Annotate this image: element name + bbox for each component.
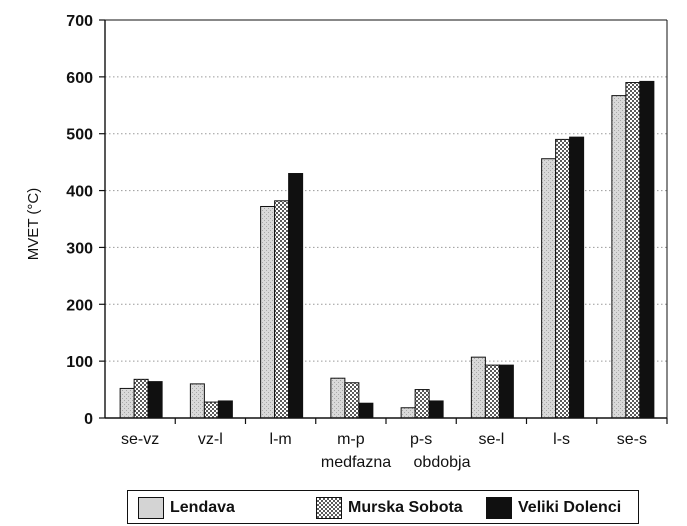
x-axis-label-line2: obdobja [414, 454, 471, 471]
x-tick-label-l-m: l-m [270, 431, 292, 448]
x-tick-label-se-s: se-s [617, 431, 647, 448]
x-tick-label-vz-l: vz-l [198, 431, 223, 448]
legend-item-murska-sobota: Murska Sobota [316, 497, 463, 519]
bar-lendava-p-s [400, 407, 416, 419]
y-tick-label-400: 400 [66, 184, 93, 201]
y-tick-label-0: 0 [84, 411, 93, 428]
y-tick-label-500: 500 [66, 127, 93, 144]
bar-lendava-se-s [611, 95, 627, 419]
bar-murska-sobota-vz-l [203, 401, 219, 419]
bar-veliki-dolenci-se-l [498, 364, 514, 419]
legend-swatch-lendava [138, 497, 164, 519]
bar-lendava-l-m [260, 205, 276, 419]
legend-item-lendava: Lendava [138, 497, 235, 519]
x-tick-label-se-l: se-l [478, 431, 504, 448]
y-tick-labels: 0 100 200 300 400 500 600 700 [66, 13, 93, 428]
y-tick-label-600: 600 [66, 70, 93, 87]
legend-label-veliki-dolenci: Veliki Dolenci [518, 499, 622, 516]
x-tick-label-p-s: p-s [410, 431, 432, 448]
bar-veliki-dolenci-se-s [639, 80, 655, 419]
bar-murska-sobota-p-s [414, 389, 430, 419]
bars [119, 80, 655, 419]
bar-murska-sobota-se-s [625, 82, 641, 419]
y-tick-label-100: 100 [66, 354, 93, 371]
bar-lendava-se-vz [119, 387, 135, 419]
x-tick-label-se-vz: se-vz [121, 431, 159, 448]
bar-lendava-l-s [541, 158, 557, 419]
y-tick-label-200: 200 [66, 297, 93, 314]
legend-label-murska-sobota: Murska Sobota [348, 499, 463, 516]
legend: Lendava Murska Sobota Veliki Dolenci [127, 490, 639, 524]
legend-item-veliki-dolenci: Veliki Dolenci [486, 497, 621, 519]
x-axis-label-line1: medfazna [321, 454, 391, 471]
bar-lendava-vz-l [189, 383, 205, 419]
bar-murska-sobota-m-p [344, 382, 360, 419]
bar-veliki-dolenci-se-vz [147, 381, 163, 419]
x-tick-labels: se-vz vz-l l-m m-p p-s se-l l-s se-s [121, 431, 647, 448]
bar-lendava-m-p [330, 377, 346, 419]
legend-label-lendava: Lendava [170, 499, 235, 516]
bar-murska-sobota-l-s [555, 138, 571, 419]
legend-swatch-veliki-dolenci [486, 497, 512, 519]
y-tick-label-300: 300 [66, 240, 93, 257]
bar-veliki-dolenci-l-m [288, 173, 304, 419]
x-tick-label-m-p: m-p [337, 431, 365, 448]
bar-murska-sobota-se-vz [133, 378, 149, 419]
bar-veliki-dolenci-l-s [569, 136, 585, 419]
bar-veliki-dolenci-p-s [428, 400, 444, 419]
y-tick-label-700: 700 [66, 13, 93, 30]
bar-murska-sobota-se-l [484, 364, 500, 419]
bar-veliki-dolenci-m-p [358, 402, 374, 419]
bar-murska-sobota-l-m [274, 200, 290, 419]
x-tick-label-l-s: l-s [553, 431, 570, 448]
axes [99, 19, 668, 424]
bar-veliki-dolenci-vz-l [217, 400, 233, 419]
legend-swatch-murska-sobota [316, 497, 342, 519]
y-axis-label: MVET (°C) [25, 188, 42, 260]
bar-lendava-se-l [470, 356, 486, 419]
